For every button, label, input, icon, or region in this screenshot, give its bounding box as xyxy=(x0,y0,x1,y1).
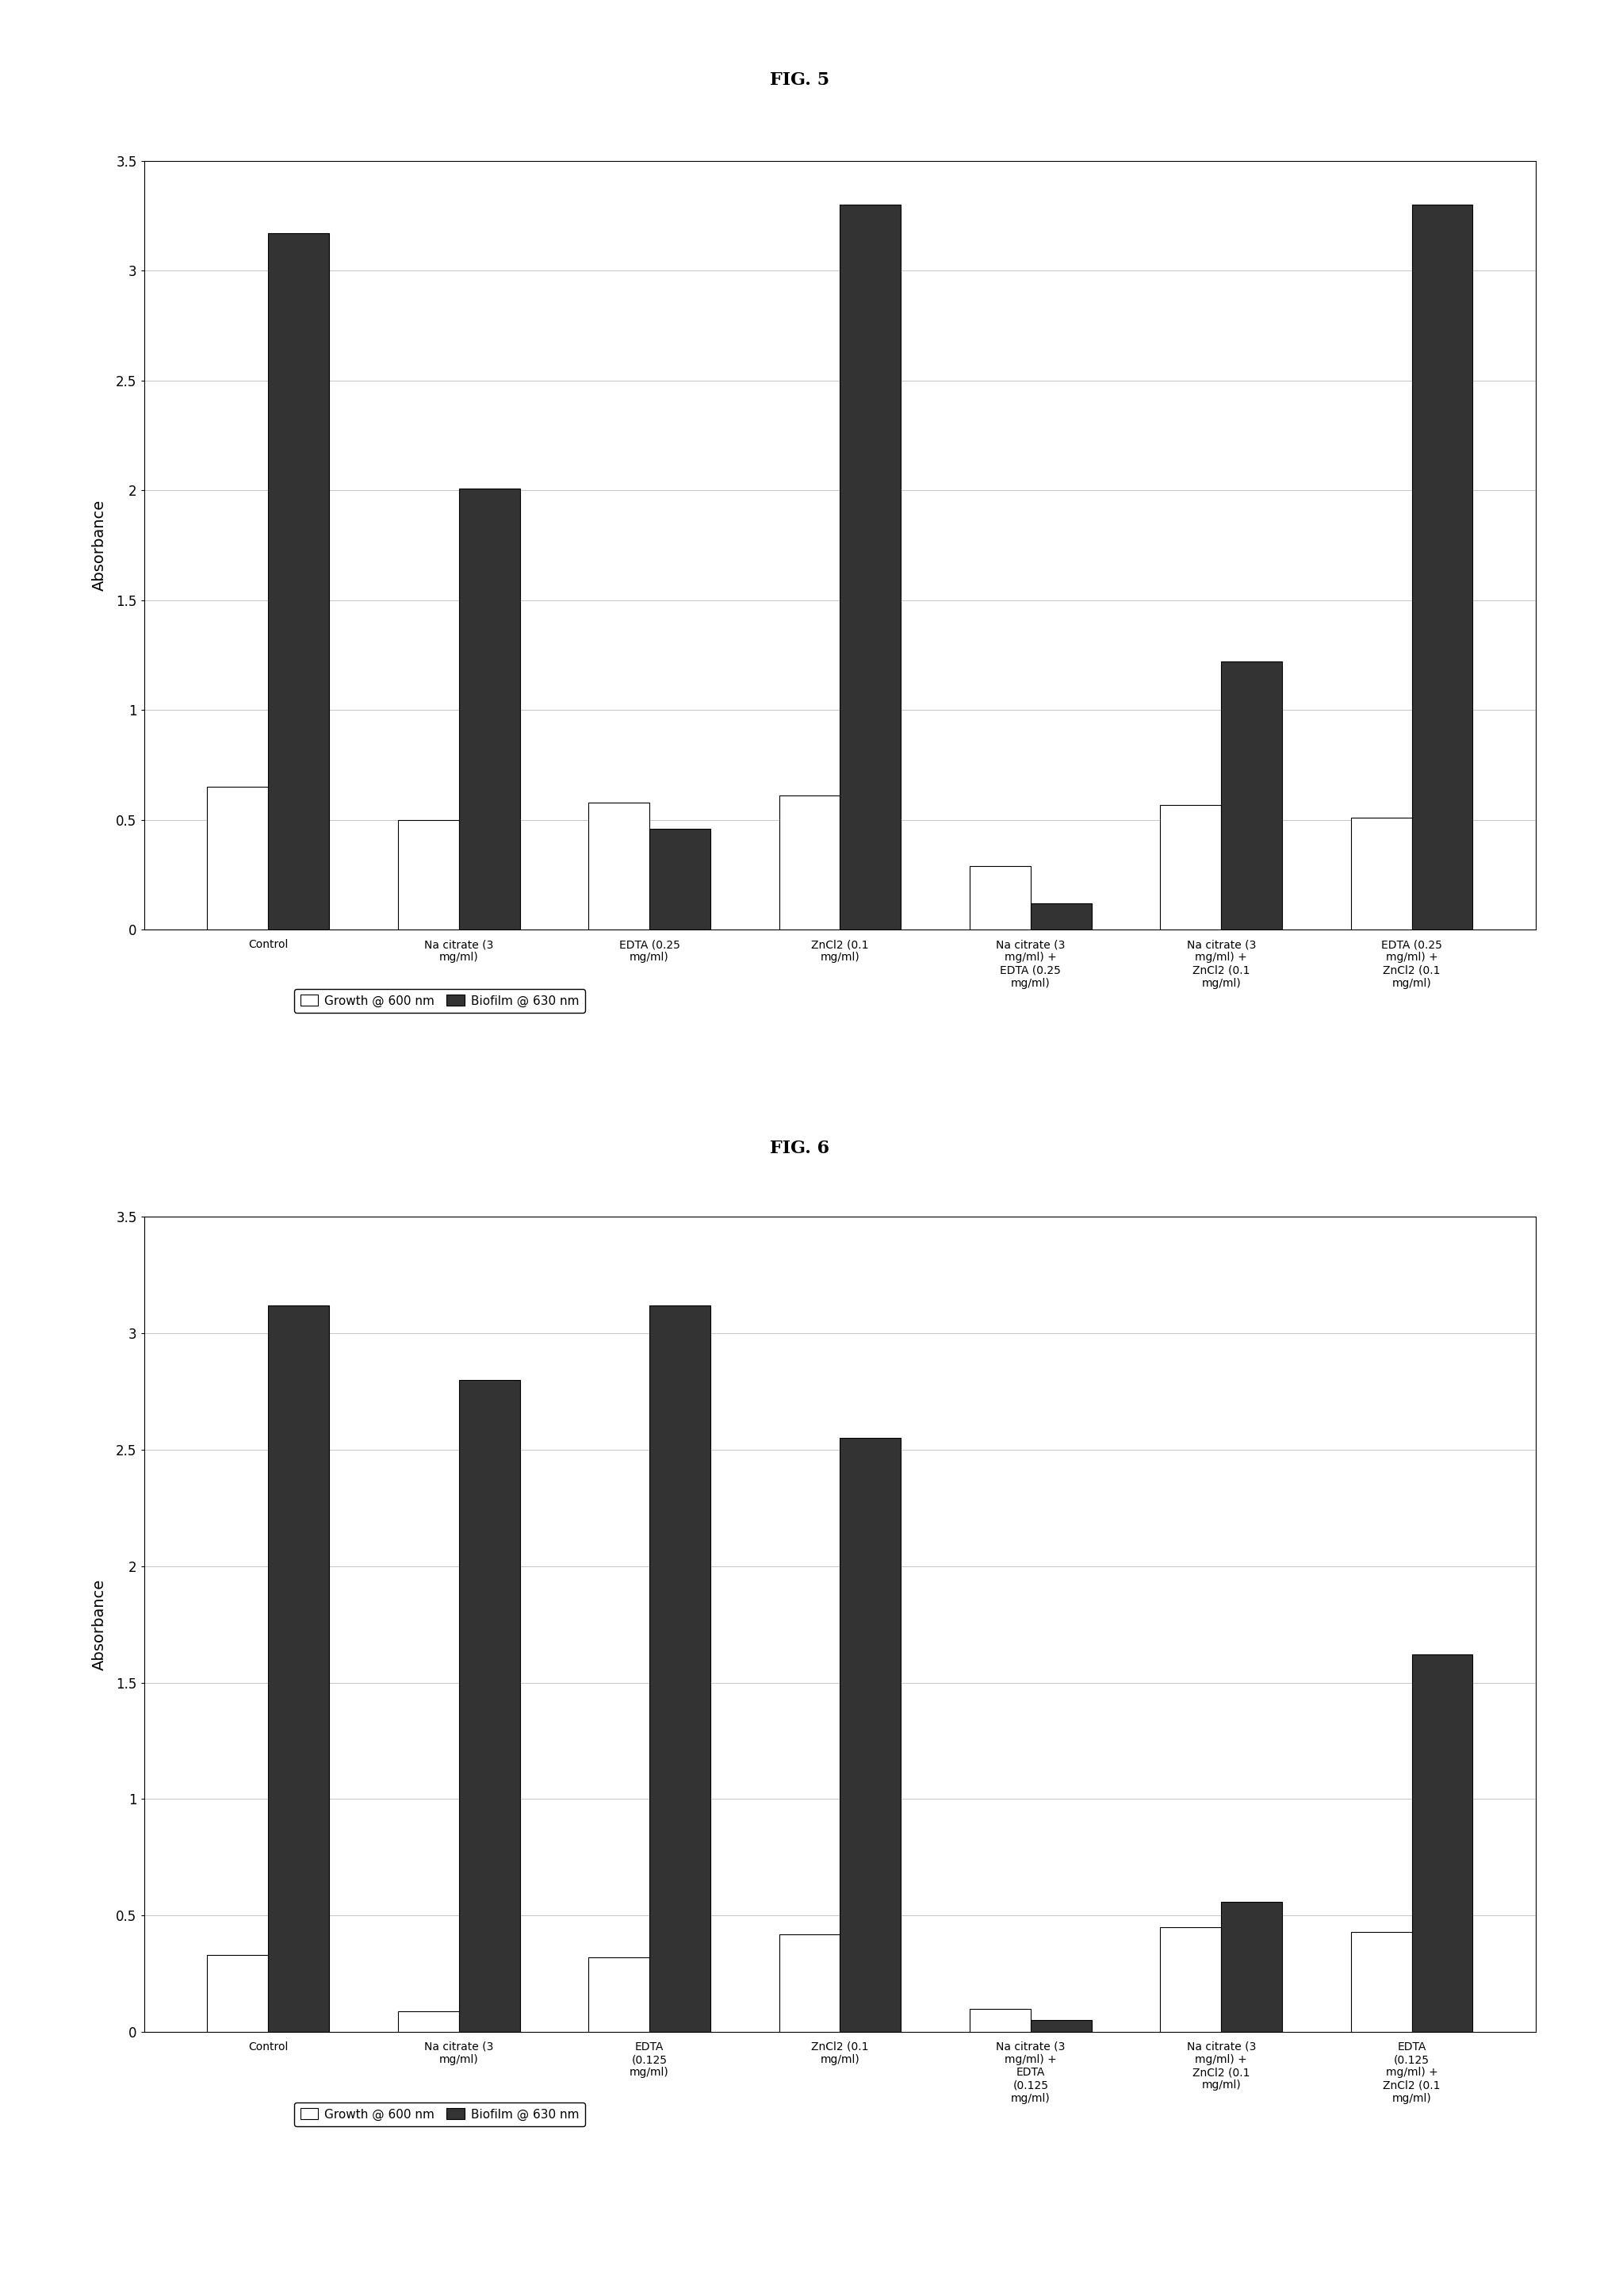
Bar xyxy=(459,1380,520,2032)
Bar xyxy=(840,204,901,930)
Y-axis label: Absorbance: Absorbance xyxy=(93,501,107,590)
Legend: Growth @ 600 nm, Biofilm @ 630 nm: Growth @ 600 nm, Biofilm @ 630 nm xyxy=(294,2103,586,2126)
Legend: Growth @ 600 nm, Biofilm @ 630 nm: Growth @ 600 nm, Biofilm @ 630 nm xyxy=(294,990,586,1013)
Bar xyxy=(1350,1931,1411,2032)
Bar xyxy=(1411,1655,1472,2032)
Bar xyxy=(589,801,650,930)
Text: FIG. 6: FIG. 6 xyxy=(770,1139,830,1157)
Bar xyxy=(1221,661,1282,930)
Bar xyxy=(1030,2020,1091,2032)
Text: FIG. 5: FIG. 5 xyxy=(770,71,830,90)
Bar xyxy=(1160,1926,1221,2032)
Bar xyxy=(398,820,459,930)
Bar xyxy=(779,1933,840,2032)
Bar xyxy=(1030,905,1091,930)
Bar xyxy=(1221,1901,1282,2032)
Bar xyxy=(970,2009,1030,2032)
Bar xyxy=(650,1306,710,2032)
Bar xyxy=(1411,204,1472,930)
Bar xyxy=(459,489,520,930)
Bar xyxy=(398,2011,459,2032)
Bar xyxy=(1160,804,1221,930)
Bar xyxy=(1350,817,1411,930)
Bar xyxy=(779,797,840,930)
Bar xyxy=(840,1437,901,2032)
Bar xyxy=(208,1956,269,2032)
Bar xyxy=(589,1958,650,2032)
Y-axis label: Absorbance: Absorbance xyxy=(93,1580,107,1669)
Bar xyxy=(970,866,1030,930)
Bar xyxy=(208,788,269,930)
Bar xyxy=(269,234,330,930)
Bar xyxy=(650,829,710,930)
Bar xyxy=(269,1306,330,2032)
